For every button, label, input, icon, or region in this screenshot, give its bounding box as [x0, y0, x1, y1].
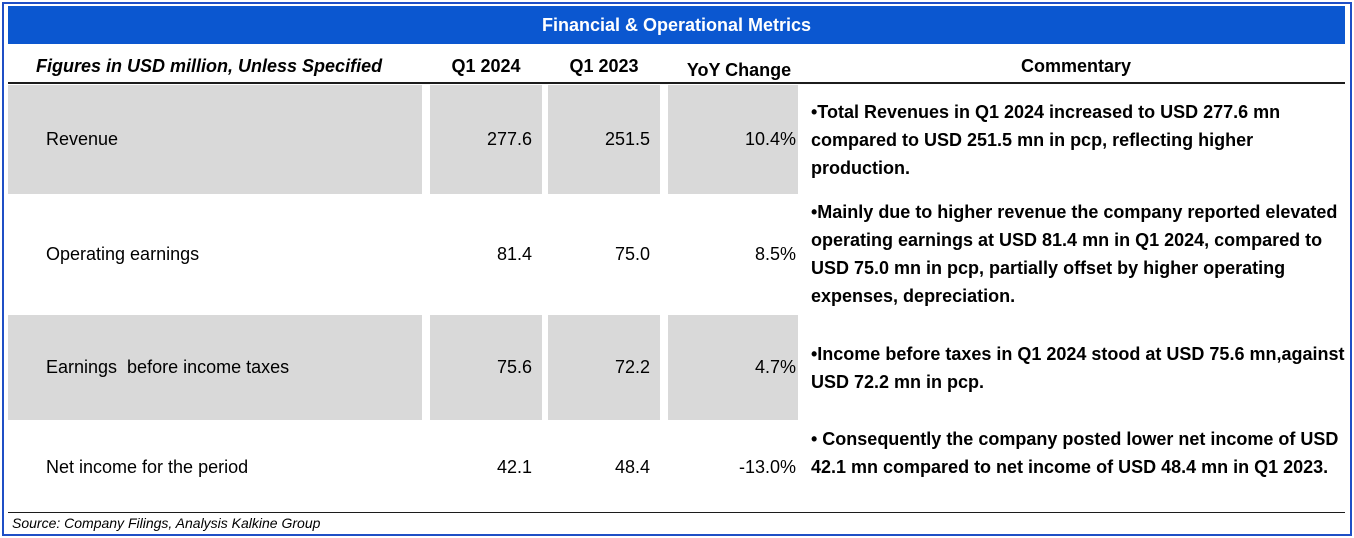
- row-label: Operating earnings: [46, 244, 200, 264]
- row-label: Net income for the period: [46, 456, 249, 477]
- row-value-q1-2023: 48.4: [614, 456, 650, 477]
- source-note: Source: Company Filings, Analysis Kalkin…: [12, 515, 321, 531]
- row-value-q1-2024: 42.1: [496, 456, 532, 477]
- row-value-yoy: 4.7%: [668, 315, 798, 420]
- table-row-revenue: Revenue 277.6 251.5 10.4% •Total Revenue…: [0, 85, 1354, 194]
- header-q1-2023: Q1 2023: [569, 56, 639, 76]
- row-commentary: • Consequently the company posted lower …: [811, 429, 1339, 477]
- row-commentary: •Mainly due to higher revenue the compan…: [811, 202, 1338, 306]
- table-row-net-income: Net income for the period 42.1 48.4 -13.…: [0, 423, 1354, 511]
- row-value-q1-2023: 75.0: [614, 244, 650, 264]
- header-q1-2024: Q1 2024: [451, 56, 521, 76]
- row-label: Earnings before income taxes: [8, 315, 422, 420]
- header-commentary: Commentary: [1020, 56, 1132, 76]
- row-value-q1-2023: 251.5: [548, 85, 660, 194]
- row-commentary: •Income before taxes in Q1 2024 stood at…: [811, 344, 1345, 392]
- row-value-yoy: 8.5%: [754, 244, 796, 264]
- row-commentary: •Total Revenues in Q1 2024 increased to …: [811, 102, 1281, 178]
- row-value-yoy: 10.4%: [668, 85, 798, 194]
- row-value-q1-2024: 81.4: [496, 244, 532, 264]
- row-value-yoy: -13.0%: [738, 456, 796, 477]
- row-value-q1-2024: 277.6: [430, 85, 542, 194]
- row-label: Revenue: [8, 85, 422, 194]
- row-value-q1-2024: 75.6: [430, 315, 542, 420]
- header-yoy-change: YoY Change: [686, 60, 792, 80]
- row-value-q1-2023: 72.2: [548, 315, 660, 420]
- table-title: Financial & Operational Metrics: [8, 6, 1345, 44]
- header-divider: [8, 82, 1345, 84]
- table-row-earnings-before-taxes: Earnings before income taxes 75.6 72.2 4…: [0, 315, 1354, 420]
- table-row-operating-earnings: Operating earnings 81.4 75.0 8.5% •Mainl…: [0, 197, 1354, 312]
- footer-divider: [8, 512, 1345, 513]
- header-description: Figures in USD million, Unless Specified: [36, 56, 383, 76]
